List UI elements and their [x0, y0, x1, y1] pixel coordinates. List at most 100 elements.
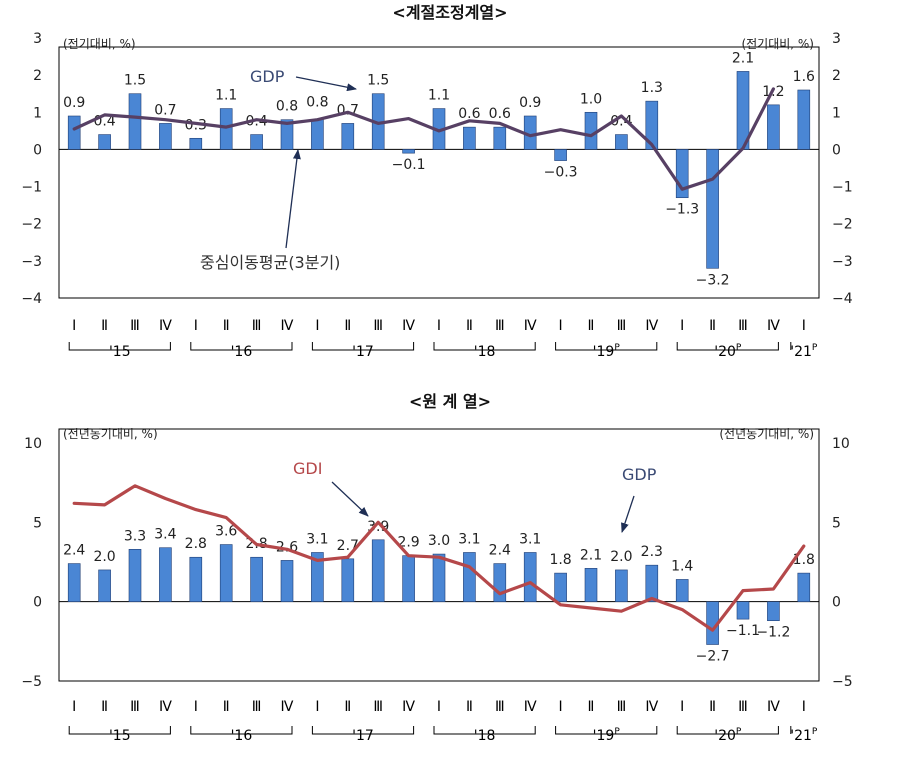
y-tick-label-right: 10: [832, 436, 850, 452]
year-text: '18: [474, 344, 496, 360]
moving-average-annotation: 중심이동평균(3분기): [200, 253, 340, 272]
x-year-label: '16: [231, 728, 253, 744]
bar-data-label: 1.8: [549, 552, 571, 568]
bar-data-label: 0.9: [63, 95, 85, 111]
y-tick-label-left: −2: [21, 217, 42, 233]
gdp-bar: [675, 579, 689, 602]
y-tick-label-right: 0: [832, 595, 841, 611]
gdp-bar: [311, 552, 324, 602]
year-text: '20: [714, 728, 736, 744]
year-bracket: [433, 726, 536, 735]
gdp-annotation-arrow: [295, 76, 357, 92]
x-year-label: '19P: [593, 727, 621, 744]
bar-data-label: 3.4: [154, 527, 176, 543]
bar-data-label: 2.0: [93, 549, 115, 565]
x-tick-quarter: Ⅲ: [617, 318, 627, 334]
year-bracket: [676, 342, 779, 351]
x-tick-quarter: Ⅲ: [495, 699, 505, 715]
year-text: '16: [231, 728, 253, 744]
gdp-bar: [584, 568, 598, 602]
gdp-bar: [67, 115, 81, 150]
moving-average-line: [72, 87, 776, 191]
x-tick-quarter: Ⅱ: [466, 699, 473, 715]
x-tick-quarter: Ⅳ: [402, 699, 415, 715]
year-bracket: [190, 342, 293, 351]
bar-data-label: 1.6: [793, 69, 815, 85]
bar-data-label: 2.3: [641, 544, 663, 560]
x-tick-quarter: Ⅳ: [524, 699, 537, 715]
bar-data-label: −2.7: [696, 649, 730, 665]
gdp-bar: [341, 123, 355, 150]
bar-data-label: 2.9: [397, 535, 419, 551]
gdp-bar: [159, 547, 172, 602]
gdp-bar: [98, 134, 111, 150]
moving-average-annotation-arrow: [285, 149, 301, 249]
x-year-label: '20P: [714, 343, 742, 360]
bar-data-label: 1.5: [367, 73, 389, 89]
y-tick-label-right: 1: [832, 105, 841, 121]
year-bracket: [676, 726, 779, 735]
x-tick-quarter: Ⅱ: [344, 699, 351, 715]
year-bracket: [68, 726, 171, 735]
year-bracket: [68, 342, 171, 351]
x-tick-quarter: Ⅰ: [680, 318, 684, 334]
gdp-bar: [554, 149, 567, 161]
x-year-label: '18: [474, 728, 496, 744]
x-tick-quarter: Ⅱ: [709, 699, 716, 715]
x-tick-quarter: Ⅰ: [802, 318, 806, 334]
year-superscript: P: [736, 727, 742, 737]
gdp-bar: [767, 601, 780, 622]
x-year-label: '17: [352, 344, 374, 360]
gdp-bar: [341, 558, 355, 602]
x-tick-quarter: Ⅳ: [767, 699, 780, 715]
y-tick-label-left: −5: [21, 674, 42, 690]
y-tick-label-right: −3: [832, 254, 853, 270]
year-text: '21: [790, 344, 812, 360]
bar-data-label: 1.0: [580, 91, 602, 107]
x-tick-quarter: Ⅱ: [466, 318, 473, 334]
bar-data-label: 1.3: [641, 80, 663, 96]
year-superscript: P: [812, 343, 818, 353]
year-bracket: [311, 726, 415, 735]
year-text: '19: [593, 728, 615, 744]
y-tick-label-left: 3: [33, 31, 42, 47]
gdp-bar: [402, 555, 415, 602]
gdp-bar: [797, 89, 811, 150]
x-tick-quarter: Ⅱ: [588, 699, 595, 715]
bar-data-label: 1.4: [671, 558, 693, 574]
bar-data-label: −1.3: [665, 202, 699, 218]
x-year-label: '19P: [593, 343, 621, 360]
bar-data-label: −1.2: [756, 625, 790, 641]
original-series-chart: <원 계 열> (전년동기대비, %) (전년동기대비, %) 10 10 5 5 0 0 −5 −…: [21, 392, 852, 744]
x-tick-quarter: Ⅲ: [252, 699, 262, 715]
x-tick-quarter: Ⅰ: [680, 699, 684, 715]
plot-frame: [58, 428, 820, 682]
gdp-bar: [797, 572, 811, 602]
y-tick-label-right: 2: [832, 68, 841, 84]
y-tick-label-right: 0: [832, 142, 841, 158]
gdp-bar: [219, 108, 233, 150]
x-tick-quarter: Ⅰ: [315, 318, 319, 334]
x-tick-quarter: Ⅲ: [738, 318, 748, 334]
x-tick-quarter: Ⅲ: [130, 318, 140, 334]
gdp-bar: [98, 569, 111, 602]
y-tick-label-left: 5: [33, 515, 42, 531]
gdp-bar: [645, 564, 659, 602]
x-tick-quarter: Ⅱ: [223, 699, 230, 715]
gdp-bar: [67, 563, 81, 602]
gdp-bar: [189, 556, 203, 602]
year-text: '19: [593, 344, 615, 360]
y-tick-label-left: 0: [33, 142, 42, 158]
x-tick-quarter: Ⅱ: [344, 318, 351, 334]
bar-data-label: 3.0: [428, 533, 450, 549]
bar-data-label: 3.1: [306, 531, 328, 547]
x-year-label: '20P: [714, 727, 742, 744]
y-tick-label-left: 10: [24, 436, 42, 452]
x-year-label: '16: [231, 344, 253, 360]
bar-data-label: 2.1: [732, 50, 754, 66]
x-tick-quarter: Ⅰ: [315, 699, 319, 715]
bar-data-label: 2.0: [610, 549, 632, 565]
bar-data-label: 3.3: [124, 528, 146, 544]
gdp-bar: [128, 93, 142, 150]
year-superscript: P: [736, 343, 742, 353]
